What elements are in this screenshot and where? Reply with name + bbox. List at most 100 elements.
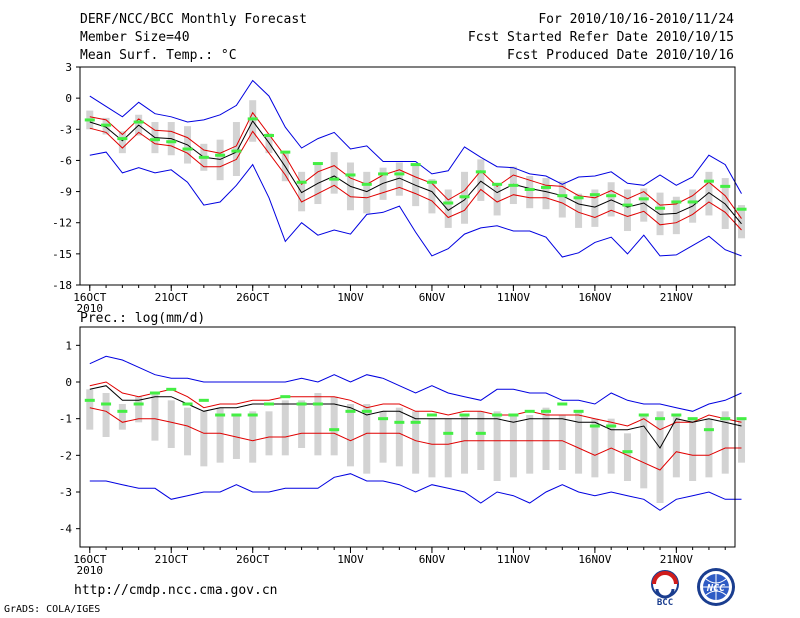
temp-ensemble-box: [607, 182, 615, 217]
temp-x-tick-label: 21NOV: [660, 291, 693, 304]
prec-ensemble-box: [656, 411, 664, 503]
temp-observed-marker: [84, 118, 95, 122]
prec-observed-marker: [247, 413, 258, 417]
prec-ensemble-box: [428, 418, 436, 478]
prec-mean-spread-line: [89, 407, 742, 471]
prec-observed-marker: [459, 413, 470, 417]
prec-ensemble-box: [281, 400, 289, 456]
prec-y-tick-label: -2: [59, 449, 72, 462]
prec-ensemble-box: [461, 415, 469, 474]
prec-observed-marker: [720, 417, 731, 421]
temp-observed-marker: [410, 163, 421, 167]
prec-ensemble-box: [607, 418, 615, 474]
bcc-logo: BCC: [651, 570, 679, 607]
temp-observed-marker: [573, 196, 584, 200]
temp-ensemble-box: [493, 184, 501, 216]
temp-observed-marker: [231, 149, 242, 153]
prec-mean-spread-line: [89, 381, 742, 431]
prec-ensemble-box: [379, 411, 387, 463]
prec-panel-title: Prec.: log(mm/d): [80, 311, 205, 326]
prec-observed-marker: [84, 398, 95, 402]
temp-observed-marker: [280, 150, 291, 154]
temp-observed-marker: [345, 173, 356, 177]
prec-ensemble-box: [363, 404, 371, 474]
prec-x-tick-label: 21NOV: [660, 553, 693, 566]
temp-y-tick-label: 0: [65, 92, 72, 105]
prec-ensemble-box: [167, 400, 175, 448]
prec-observed-marker: [410, 420, 421, 424]
prec-observed-marker: [345, 409, 356, 413]
temp-observed-marker: [101, 123, 112, 127]
prec-observed-marker: [215, 413, 226, 417]
prec-ensemble-box: [135, 396, 143, 423]
prec-y-tick-label: -3: [59, 486, 72, 499]
prec-ensemble-box: [151, 393, 159, 441]
source-url[interactable]: http://cmdp.ncc.cma.gov.cn: [74, 583, 278, 598]
prec-ensemble-box: [118, 404, 126, 430]
temp-observed-marker: [296, 180, 307, 184]
prec-ensemble-box: [412, 411, 420, 474]
temp-ensemble-mean-line: [89, 120, 742, 225]
temp-y-tick-label: -12: [52, 217, 72, 230]
ncc-logo-text: NCC: [706, 583, 725, 594]
prec-ensemble-box: [509, 415, 517, 478]
prec-observed-marker: [703, 428, 714, 432]
bcc-logo-text: BCC: [657, 598, 673, 607]
temp-observed-marker: [492, 182, 503, 186]
temp-observed-marker: [149, 138, 160, 142]
temp-observed-marker: [361, 182, 372, 186]
temp-x-tick-label: 26OCT: [236, 291, 269, 304]
temp-observed-marker: [508, 183, 519, 187]
temp-observed-marker: [622, 203, 633, 207]
prec-observed-marker: [117, 409, 128, 413]
temp-mean-spread-line: [89, 111, 742, 219]
prec-observed-marker: [296, 402, 307, 406]
prec-ensemble-box: [526, 415, 534, 474]
prec-x-tick-label: 21OCT: [155, 553, 188, 566]
temp-observed-marker: [589, 193, 600, 197]
prec-observed-marker: [231, 413, 242, 417]
temp-observed-marker: [378, 172, 389, 176]
temp-observed-marker: [720, 184, 731, 188]
prec-observed-marker: [426, 413, 437, 417]
temp-ensemble-box: [526, 176, 534, 209]
temp-ensemble-box: [477, 159, 485, 201]
prec-observed-marker: [655, 417, 666, 421]
prec-ensemble-box: [249, 411, 257, 463]
temp-ensemble-box: [558, 181, 566, 218]
forecast-start-date: Fcst Started Refer Date 2010/10/15: [467, 30, 734, 45]
temp-observed-marker: [606, 194, 617, 198]
prec-observed-marker: [736, 417, 747, 421]
prec-plot-frame: [79, 326, 736, 548]
temp-observed-marker: [329, 177, 340, 181]
temp-ensemble-box: [444, 189, 452, 228]
prec-observed-marker: [687, 417, 698, 421]
temp-observed-marker: [703, 179, 714, 183]
prec-ensemble-box: [558, 415, 566, 470]
prec-observed-marker: [198, 398, 209, 402]
prec-observed-marker: [475, 431, 486, 435]
temp-ensemble-box: [672, 196, 680, 235]
temp-x-tick-year-label: 2010: [77, 302, 104, 315]
prec-observed-marker: [264, 402, 275, 406]
prec-ensemble-box: [265, 411, 273, 456]
temp-y-tick-label: -6: [59, 154, 72, 167]
temp-ensemble-box: [298, 171, 306, 212]
prec-observed-marker: [606, 424, 617, 428]
temp-observed-marker: [736, 207, 747, 211]
temp-observed-marker: [247, 117, 258, 121]
prec-ensemble-box: [640, 415, 648, 489]
temp-mean-spread-line: [89, 127, 742, 231]
temp-y-tick-label: -18: [52, 279, 72, 292]
prec-observed-marker: [166, 387, 177, 391]
temp-observed-marker: [394, 172, 405, 176]
prec-observed-marker: [589, 424, 600, 428]
temp-observed-marker: [655, 206, 666, 210]
prec-observed-marker: [378, 417, 389, 421]
prec-ensemble-box: [542, 407, 550, 470]
ncc-logo: NCC: [697, 568, 735, 606]
forecast-produced-date: Fcst Produced Date 2010/10/16: [507, 48, 734, 63]
prec-y-tick-label: 1: [65, 339, 72, 352]
prec-ensemble-box: [200, 411, 208, 467]
